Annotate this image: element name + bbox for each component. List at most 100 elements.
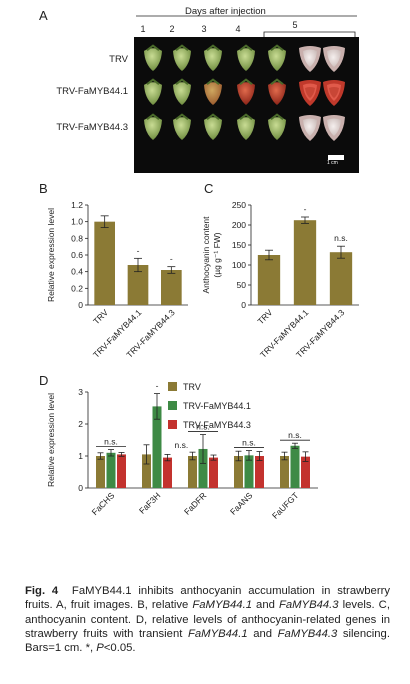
y-tick-label: 0.2 <box>71 283 83 293</box>
fruit-2-3 <box>204 82 222 105</box>
scale-bar <box>328 155 344 160</box>
x-tick-label: FaCHS <box>90 490 117 517</box>
row-label-famyb44-3: TRV-FaMYB44.3 <box>56 122 128 133</box>
y-tick-label: 0.4 <box>71 267 83 277</box>
fruit-half-flesh-3-1 <box>303 118 317 136</box>
day-label-1: 1 <box>140 24 146 34</box>
days-after-injection-label: Days after injection <box>185 6 266 17</box>
fruit-3-2 <box>173 117 191 140</box>
row-label-trv: TRV <box>109 54 128 65</box>
y-axis-label: Relative expression level <box>46 208 56 302</box>
fruit-3-5 <box>268 117 286 140</box>
fruit-calyx-1-2 <box>175 44 189 51</box>
bar <box>188 456 197 488</box>
bar <box>152 406 162 488</box>
x-tick-label: FaUFGT <box>270 490 300 520</box>
bar <box>161 270 182 305</box>
day-label-3: 3 <box>201 24 207 34</box>
fruit-calyx-2-5 <box>270 78 284 85</box>
caption-and-2: and <box>247 627 278 640</box>
caption-fig-label: Fig. 4 <box>25 585 59 597</box>
bar <box>96 456 105 488</box>
panel-label-b: B <box>39 181 48 196</box>
bar <box>301 456 310 488</box>
fruit-1-2 <box>173 48 191 71</box>
bar <box>329 252 353 305</box>
significance-label: n.s. <box>242 438 256 448</box>
y-axis-label: Anthocyanin content <box>203 216 211 294</box>
panel-label-d: D <box>39 373 49 388</box>
bar <box>244 455 254 488</box>
y-tick-label: 3 <box>78 387 83 397</box>
fruit-photo <box>134 37 359 173</box>
y-tick-label: 2 <box>78 419 83 429</box>
y-tick-label: 250 <box>232 200 246 210</box>
caption-text-1: FaMYB44.1 inhibits anthocyanin accumulat… <box>25 585 390 612</box>
y-tick-label: 0.8 <box>71 233 83 243</box>
y-tick-label: 0 <box>78 300 83 310</box>
chart-d: 0 1 2 3 Relative expression level n.s. FaCHS - n… <box>46 381 318 521</box>
x-tick-label: FaDFR <box>182 490 208 516</box>
y-tick-label: 200 <box>232 220 246 230</box>
fruit-2-5 <box>268 82 286 105</box>
significance-label: n.s. <box>104 437 118 447</box>
chart-b: 0 0.2 0.4 0.6 0.8 1.0 1.2 Relative expression l… <box>46 200 188 360</box>
bar <box>163 457 172 488</box>
significance-label: - <box>137 245 140 255</box>
bar <box>293 220 317 305</box>
y-tick-label: 1 <box>78 451 83 461</box>
y-tick-label: 1.0 <box>71 217 83 227</box>
legend-label: TRV-FaMYB44.1 <box>183 401 251 411</box>
fruit-2-2 <box>173 82 191 105</box>
caption-text-2: levels. C, anthocyanin content. D, relat… <box>25 599 390 640</box>
day-5-bracket <box>263 31 356 38</box>
caption-text-5: <0.05. <box>103 642 136 655</box>
significance-label: - <box>304 204 307 214</box>
fruit-3-1 <box>144 117 162 140</box>
caption-gene-1: FaMYB44.1 <box>192 599 253 612</box>
bar <box>257 255 281 305</box>
fruit-2-1 <box>144 82 162 105</box>
fruit-half-flesh-1-2 <box>327 49 341 67</box>
fruit-half-flesh-3-2 <box>327 118 341 136</box>
caption-gene-4: FaMYB44.3 <box>277 627 338 640</box>
caption-p: P <box>96 642 104 655</box>
x-tick-label: FaF3H <box>137 490 162 515</box>
caption-gene-2: FaMYB44.3 <box>278 599 339 612</box>
y-axis-label: Relative expression level <box>46 393 56 487</box>
fruit-1-3 <box>204 48 222 71</box>
fruit-1-4 <box>237 48 255 71</box>
panel-label-a: A <box>39 8 48 23</box>
legend-swatch <box>168 420 177 429</box>
legend-label: TRV <box>183 382 201 392</box>
legend-swatch <box>168 382 177 391</box>
fruit-3-3 <box>204 117 222 140</box>
fruit-calyx-3-5 <box>270 113 284 120</box>
fruit-half-core-2-2 <box>329 87 339 98</box>
fruit-calyx-2-2 <box>175 78 189 85</box>
row-label-famyb44-1: TRV-FaMYB44.1 <box>56 86 128 97</box>
x-tick-label: FaANS <box>228 490 255 517</box>
fruit-2-4 <box>237 82 255 105</box>
fruit-calyx-3-2 <box>175 113 189 120</box>
bar <box>117 454 126 488</box>
significance-label: - <box>170 254 173 264</box>
caption-gene-3: FaMYB44.1 <box>187 627 248 640</box>
bar <box>127 265 149 305</box>
fruit-calyx-3-4 <box>239 113 253 120</box>
panel-label-c: C <box>204 181 214 196</box>
y-tick-label: 50 <box>237 280 247 290</box>
x-tick-label: TRV <box>91 307 110 326</box>
caption-and-1: and <box>252 599 279 612</box>
chart-c: 0 50 100 150 200 250 Anthocyanin content(µg g⁻… <box>203 200 359 360</box>
y-tick-label: 0 <box>241 300 246 310</box>
y-tick-label: 0 <box>78 483 83 493</box>
fruit-calyx-1-1 <box>146 44 160 51</box>
y-tick-label: 0.6 <box>71 250 83 260</box>
fruit-calyx-2-4 <box>239 78 253 85</box>
fruit-calyx-1-3 <box>206 44 220 51</box>
day-label-2: 2 <box>169 24 175 34</box>
significance-label: n.s. <box>288 430 302 440</box>
fruit-half-flesh-1-1 <box>303 49 317 67</box>
legend-label: TRV-FaMYB44.3 <box>183 420 251 430</box>
